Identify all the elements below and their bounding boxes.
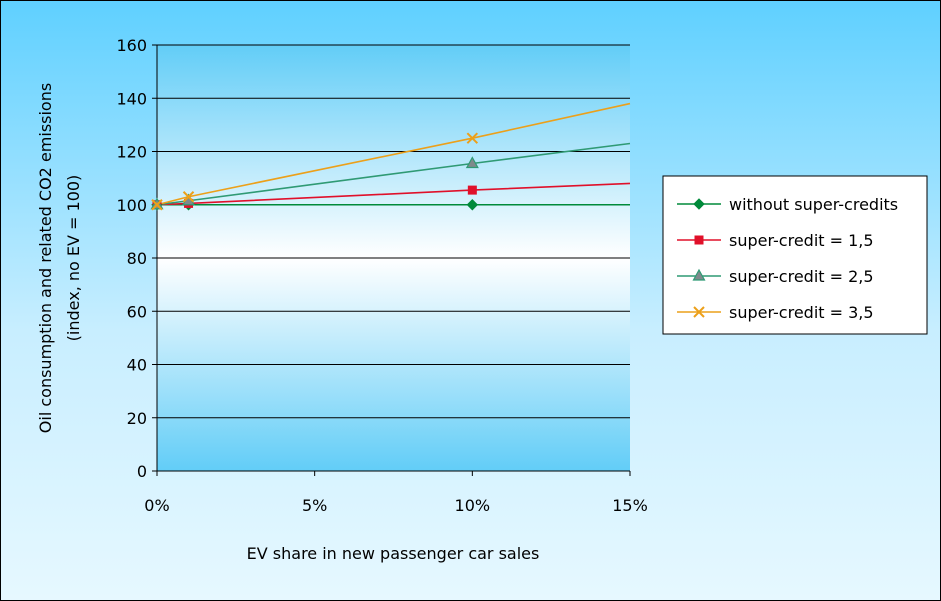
y-tick-label: 20: [127, 409, 147, 428]
legend-marker-4: [693, 306, 705, 318]
x-tick-label: 10%: [455, 496, 491, 515]
y-tick-label: 0: [137, 462, 147, 481]
data-point-series-3: [465, 156, 479, 169]
legend-label-3: super-credit = 2,5: [729, 267, 874, 286]
x-axis-title: EV share in new passenger car sales: [247, 544, 540, 563]
data-point-series-4: [151, 199, 163, 211]
data-point-series-2: [467, 185, 477, 195]
legend-marker-2: [694, 235, 704, 245]
series-line-2: [156, 182, 631, 206]
y-tick-label: 40: [127, 356, 147, 375]
data-point-series-4: [466, 132, 479, 144]
legend-marker-3: [692, 268, 706, 281]
legend: without super-credits super-credit = 1,5 s…: [662, 175, 928, 335]
y-tick-label: 140: [116, 89, 147, 108]
series-lines: [156, 102, 631, 206]
series-line-4: [156, 102, 631, 206]
series-line-3: [156, 142, 631, 206]
grid-lines: [157, 44, 630, 419]
x-tick-label: 0%: [144, 496, 169, 515]
legend-label-4: super-credit = 3,5: [729, 303, 874, 322]
legend-label-2: super-credit = 1,5: [729, 231, 874, 250]
y-axis-title-line-2: (index, no EV = 100): [64, 175, 83, 342]
y-tick-label: 100: [116, 196, 147, 215]
y-tick-label: 160: [116, 36, 147, 55]
y-tick-label: 60: [127, 302, 147, 321]
legend-label-1: without super-credits: [729, 195, 898, 214]
axes: 0 20 40 60 80 100 120 140 160 0% 5% 10% 15%: [116, 36, 647, 515]
data-point-series-1: [466, 199, 479, 211]
legend-box: [662, 175, 928, 335]
series-markers: [150, 132, 479, 211]
x-tick-label: 15%: [612, 496, 648, 515]
legend-items: without super-credits super-credit = 1,5 s…: [677, 195, 898, 322]
y-axis-title-line-1: Oil consumption and related CO2 emission…: [36, 83, 55, 433]
data-point-series-4: [182, 191, 195, 203]
x-tick-label: 5%: [302, 496, 327, 515]
y-tick-label: 80: [127, 249, 147, 268]
legend-marker-1: [693, 198, 705, 210]
y-tick-label: 120: [116, 143, 147, 162]
